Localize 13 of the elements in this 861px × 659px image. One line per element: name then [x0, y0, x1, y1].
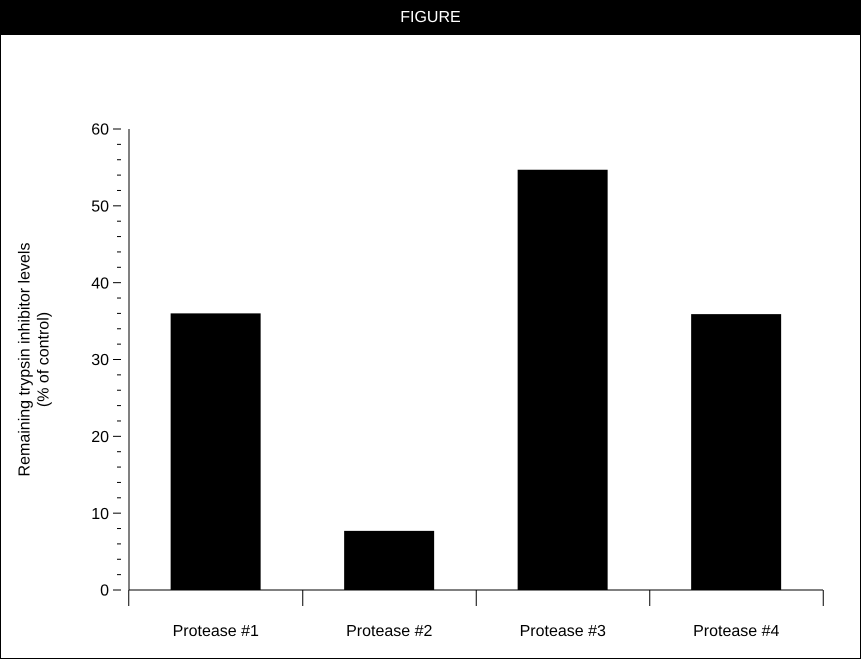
y-tick-label: 20 [91, 428, 110, 446]
y-tick-label: 10 [91, 506, 110, 523]
y-axis-title: Remaining trypsin inhibitor levels (% of control) [16, 242, 52, 476]
y-tick-label: 40 [91, 275, 110, 292]
y-tick-label: 30 [91, 352, 110, 370]
x-tick-label: Protease #3 [520, 623, 606, 640]
x-tick-label: Protease #4 [693, 623, 780, 640]
x-tick-label: Protease #1 [172, 623, 259, 640]
chart-title: FIGURE [1, 1, 860, 35]
y-tick-label: 0 [100, 582, 110, 600]
x-tick-label: Protease #2 [346, 623, 432, 640]
y-tick-label: 60 [91, 122, 110, 139]
y-tick-label: 50 [91, 198, 110, 216]
